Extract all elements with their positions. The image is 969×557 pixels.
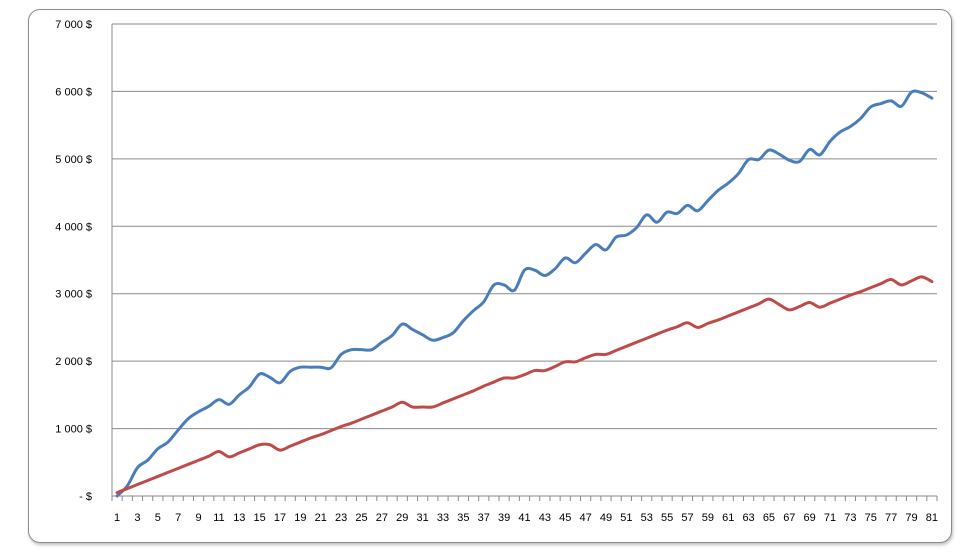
- y-tick-label: 2 000 $: [55, 356, 92, 368]
- series-line-1: [115, 89, 934, 498]
- y-tick-label: - $: [79, 491, 92, 503]
- x-tick-label: 41: [518, 512, 530, 524]
- x-tick-label: 71: [824, 512, 836, 524]
- x-tick-label: 15: [254, 512, 266, 524]
- x-tick-label: 23: [335, 512, 347, 524]
- y-tick-label: 1 000 $: [55, 424, 92, 436]
- x-tick-label: 81: [926, 512, 938, 524]
- x-tick-label: 7: [175, 512, 181, 524]
- x-tick-label: 35: [457, 512, 469, 524]
- y-tick-label: 4 000 $: [55, 221, 92, 233]
- x-tick-label: 17: [274, 512, 286, 524]
- series-line-2: [115, 275, 934, 495]
- x-tick-label: 47: [579, 512, 591, 524]
- x-tick-label: 11: [213, 512, 224, 524]
- x-tick-label: 29: [396, 512, 408, 524]
- y-tick-label: 7 000 $: [55, 19, 92, 31]
- y-tick-label: 5 000 $: [55, 154, 92, 166]
- x-tick-label: 55: [661, 512, 673, 524]
- x-tick-label: 31: [417, 512, 429, 524]
- x-tick-label: 75: [865, 512, 877, 524]
- x-tick-label: 77: [885, 512, 897, 524]
- x-tick-label: 79: [905, 512, 917, 524]
- x-tick-label: 65: [763, 512, 775, 524]
- x-tick-label: 51: [620, 512, 632, 524]
- x-tick-label: 43: [539, 512, 551, 524]
- x-tick-label: 69: [804, 512, 816, 524]
- x-tick-label: 73: [844, 512, 856, 524]
- x-tick-label: 33: [437, 512, 449, 524]
- x-tick-label: 63: [742, 512, 754, 524]
- x-tick-label: 13: [233, 512, 245, 524]
- x-tick-label: 19: [294, 512, 306, 524]
- x-tick-label: 53: [641, 512, 653, 524]
- x-tick-label: 57: [681, 512, 693, 524]
- x-tick-label: 45: [559, 512, 571, 524]
- y-tick-label: 6 000 $: [55, 86, 92, 98]
- x-tick-label: 49: [600, 512, 612, 524]
- x-tick-label: 27: [376, 512, 388, 524]
- x-tick-label: 21: [315, 512, 327, 524]
- x-tick-label: 37: [478, 512, 490, 524]
- x-tick-label: 5: [155, 512, 161, 524]
- x-tick-label: 61: [722, 512, 734, 524]
- x-tick-label: 67: [783, 512, 795, 524]
- y-tick-label: 3 000 $: [55, 289, 92, 301]
- x-tick-label: 3: [134, 512, 140, 524]
- x-tick-label: 9: [196, 512, 202, 524]
- chart-frame: [28, 9, 952, 543]
- x-tick-label: 25: [355, 512, 367, 524]
- x-tick-label: 59: [702, 512, 714, 524]
- x-tick-label: 39: [498, 512, 510, 524]
- x-tick-label: 1: [114, 512, 120, 524]
